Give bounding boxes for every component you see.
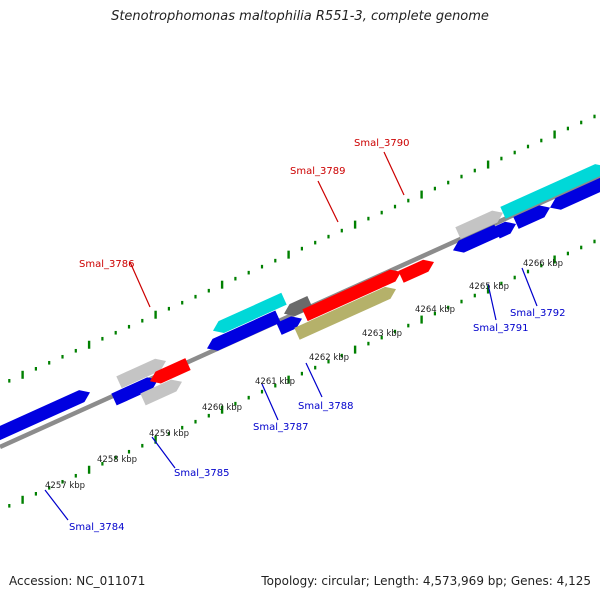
kbp-label: 4259 kbp xyxy=(149,429,189,439)
label-leader-line xyxy=(487,283,497,321)
gene-label-smal-3785: Smal_3785 xyxy=(174,468,229,479)
gene-labels: Smal_3786 Smal_3789 Smal_3790 Smal_3784 Smal… xyxy=(69,138,565,533)
gene-3791 xyxy=(455,210,504,240)
gene-3792c xyxy=(550,176,600,210)
gene-3792b xyxy=(513,205,551,229)
label-leader-line xyxy=(305,362,323,398)
gene-3787-top xyxy=(207,310,281,351)
gene-label-smal-3788: Smal_3788 xyxy=(298,401,353,412)
label-leader-line xyxy=(317,180,339,223)
gene-label-smal-3792: Smal_3792 xyxy=(510,308,565,319)
gene-features xyxy=(0,164,600,442)
label-leader-line xyxy=(151,436,176,469)
gene-label-smal-3789: Smal_3789 xyxy=(290,166,345,177)
gene-3791-top xyxy=(453,224,500,253)
gene-3785-top xyxy=(111,377,159,406)
kbp-label: 4265 kbp xyxy=(469,282,509,292)
inner-tick-ring xyxy=(8,239,596,508)
gene-3784 xyxy=(0,390,90,442)
gene-3786 xyxy=(150,358,191,384)
gene-label-smal-3786: Smal_3786 xyxy=(79,259,134,270)
gene-3785 xyxy=(116,358,167,389)
label-leader-line xyxy=(383,151,405,196)
label-leaders xyxy=(44,151,538,521)
gene-3787 xyxy=(213,292,287,334)
gene-3789-top xyxy=(294,286,397,340)
gene-label-smal-3790: Smal_3790 xyxy=(354,138,409,149)
gene-label-smal-3784: Smal_3784 xyxy=(69,522,124,533)
map-title: Stenotrophomonas maltophilia R551-3, com… xyxy=(111,9,489,24)
genome-stats-text: Topology: circular; Length: 4,573,969 bp… xyxy=(261,574,591,588)
kbp-label: 4263 kbp xyxy=(362,329,402,339)
kbp-label: 4260 kbp xyxy=(202,403,242,413)
accession-text: Accession: NC_011071 xyxy=(9,574,146,588)
kbp-label: 4266 kbp xyxy=(523,259,563,269)
label-leader-line xyxy=(261,383,279,421)
gene-3790 xyxy=(398,259,435,283)
label-leader-line xyxy=(44,489,69,521)
kbp-label: 4264 kbp xyxy=(415,305,455,315)
label-leader-line xyxy=(521,267,538,307)
kbp-label: 4258 kbp xyxy=(97,455,137,465)
label-leader-line xyxy=(129,261,151,308)
gene-3792a xyxy=(494,221,516,239)
gene-3789 xyxy=(302,269,401,322)
gene-3792 xyxy=(500,164,600,219)
gene-3788-top xyxy=(276,316,303,335)
gene-label-smal-3787: Smal_3787 xyxy=(253,422,308,433)
kbp-label: 4261 kbp xyxy=(255,377,295,387)
gene-3786-top xyxy=(140,379,182,406)
kbp-scale-labels: 4257 kbp 4258 kbp 4259 kbp 4260 kbp 4261 kbp… xyxy=(45,259,563,491)
outer-tick-ring xyxy=(8,114,596,383)
kbp-label: 4257 kbp xyxy=(45,481,85,491)
kbp-label: 4262 kbp xyxy=(309,353,349,363)
gene-label-smal-3791: Smal_3791 xyxy=(473,323,528,334)
